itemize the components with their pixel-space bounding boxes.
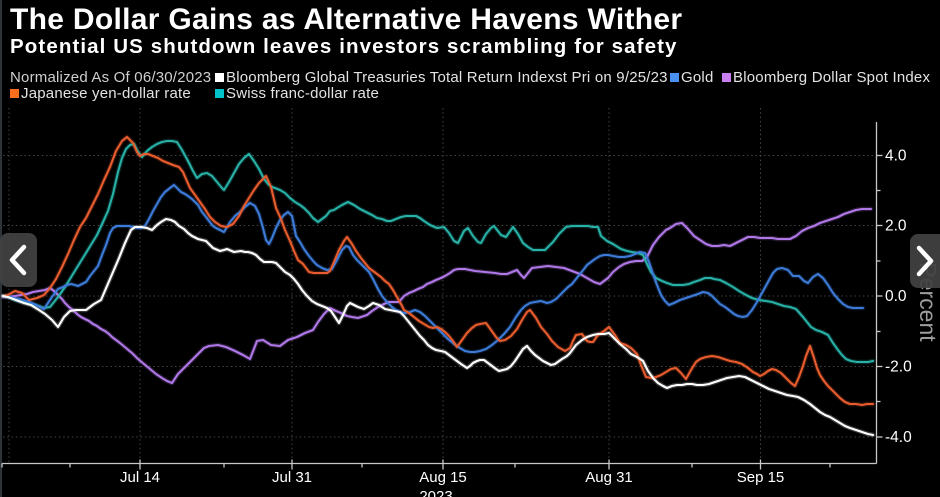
svg-text:Aug 15: Aug 15 bbox=[419, 469, 467, 486]
svg-text:2.0: 2.0 bbox=[885, 218, 907, 235]
svg-text:2023: 2023 bbox=[419, 488, 452, 497]
svg-text:-4.0: -4.0 bbox=[885, 429, 912, 446]
svg-text:0.0: 0.0 bbox=[885, 288, 907, 305]
svg-text:-2.0: -2.0 bbox=[885, 359, 912, 376]
svg-text:Jul 14: Jul 14 bbox=[120, 469, 160, 486]
svg-text:Jul 31: Jul 31 bbox=[272, 469, 312, 486]
svg-text:Aug 31: Aug 31 bbox=[585, 469, 633, 486]
svg-text:4.0: 4.0 bbox=[885, 148, 907, 165]
svg-text:Sep 15: Sep 15 bbox=[737, 469, 785, 486]
